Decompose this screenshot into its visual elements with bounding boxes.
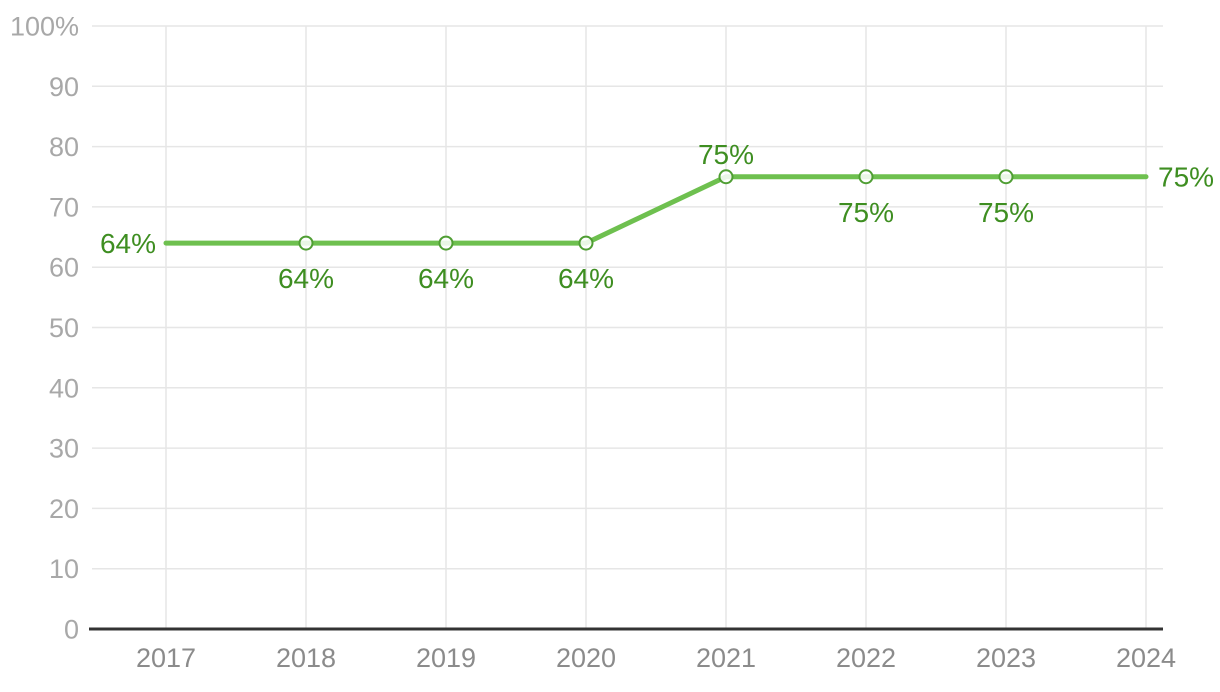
x-tick-label: 2021	[696, 643, 756, 673]
data-label: 64%	[558, 263, 614, 294]
data-label: 75%	[838, 197, 894, 228]
x-tick-label: 2019	[416, 643, 476, 673]
data-point-marker	[858, 169, 874, 185]
data-label: 64%	[418, 263, 474, 294]
data-point-marker	[298, 235, 314, 251]
y-tick-label: 60	[49, 253, 79, 283]
y-tick-label: 0	[64, 614, 79, 644]
data-point-marker	[438, 235, 454, 251]
y-tick-label: 90	[49, 72, 79, 102]
y-tick-label: 20	[49, 494, 79, 524]
y-tick-label: 40	[49, 373, 79, 403]
data-label: 75%	[1158, 162, 1214, 193]
data-point-marker	[998, 169, 1014, 185]
data-point-marker	[718, 169, 734, 185]
y-tick-label: 50	[49, 313, 79, 343]
y-tick-label: 30	[49, 434, 79, 464]
x-tick-label: 2018	[276, 643, 336, 673]
x-tick-label: 2024	[1116, 643, 1176, 673]
data-label: 75%	[698, 139, 754, 170]
x-tick-label: 2022	[836, 643, 896, 673]
series-line	[163, 174, 1149, 246]
x-tick-label: 2020	[556, 643, 616, 673]
y-tick-label: 70	[49, 192, 79, 222]
data-label: 75%	[978, 197, 1034, 228]
y-tick-label: 80	[49, 132, 79, 162]
y-tick-label: 100%	[10, 11, 79, 41]
x-tick-label: 2023	[976, 643, 1036, 673]
data-point-marker	[578, 235, 594, 251]
y-tick-label: 10	[49, 554, 79, 584]
data-label: 64%	[100, 228, 156, 259]
x-tick-label: 2017	[136, 643, 196, 673]
data-label: 64%	[278, 263, 334, 294]
